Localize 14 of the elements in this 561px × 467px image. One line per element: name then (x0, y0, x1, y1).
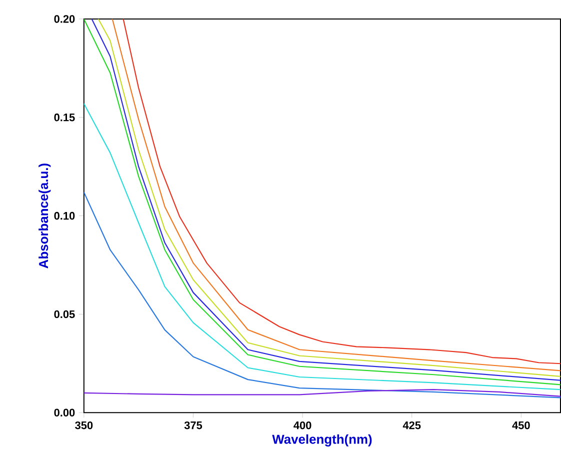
y-tick-label: 0.10 (54, 212, 75, 220)
x-tick-label: 400 (294, 422, 312, 430)
x-axis-title: Wavelength(nm) (272, 434, 372, 447)
x-tick-label: 425 (402, 422, 421, 430)
y-axis-title: Absorbance(a.u.) (38, 164, 51, 269)
line-series (84, 103, 561, 390)
y-tick-label: 0.05 (54, 310, 75, 318)
line-series (84, 192, 561, 398)
y-tick-label: 0.00 (54, 408, 75, 417)
y-tick-label: 0.20 (54, 15, 75, 24)
x-tick-label: 350 (75, 422, 93, 430)
x-tick-label: 450 (512, 422, 530, 430)
x-tick-label: 375 (184, 422, 202, 430)
y-tick-label: 0.15 (54, 114, 75, 122)
